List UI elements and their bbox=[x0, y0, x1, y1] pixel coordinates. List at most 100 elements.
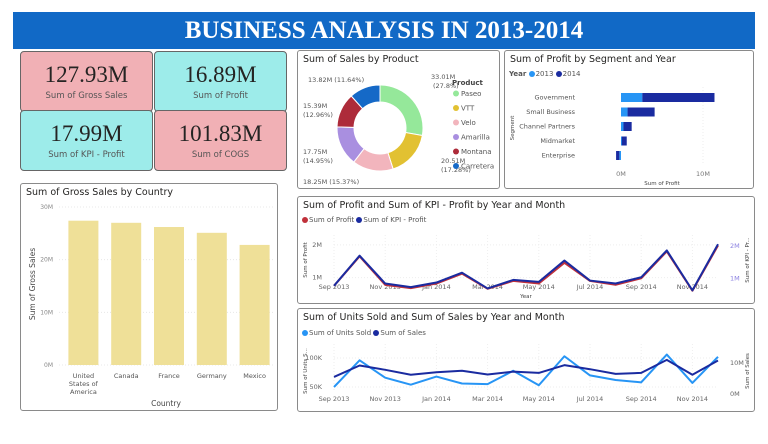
kpi-label: Sum of COGS bbox=[191, 150, 250, 160]
x-axis-title: Sum of Profit bbox=[644, 181, 680, 187]
y2-tick-label: 1M bbox=[730, 275, 740, 283]
series-line-sum-of-kpi-profit bbox=[333, 243, 719, 292]
donut-data-label: 18.25M (15.37%) bbox=[303, 178, 359, 186]
legend-item-vtt: VTT bbox=[461, 105, 475, 113]
donut-data-label: 17.75M bbox=[303, 148, 327, 156]
kpi-card-kpi-profit[interactable]: 17.99M Sum of KPI - Profit bbox=[20, 110, 153, 171]
legend-dot-icon bbox=[453, 163, 459, 169]
x-tick-label: Mexico bbox=[243, 372, 266, 380]
kpi-card-gross-sales[interactable]: 127.93M Sum of Gross Sales bbox=[20, 51, 153, 112]
legend-label: Sum of Units Sold bbox=[309, 329, 372, 337]
y-axis-title: Segment bbox=[510, 115, 516, 141]
legend-title: Year bbox=[509, 70, 527, 78]
y-axis-title: Sum of Gross Sales bbox=[28, 248, 37, 320]
x-tick-label: States of bbox=[69, 380, 99, 388]
x-tick-label: United bbox=[73, 372, 94, 380]
profit-line-legend: Sum of Profit Sum of KPI - Profit bbox=[302, 216, 426, 224]
legend-dot-icon bbox=[453, 148, 459, 155]
kpi-value: 16.89M bbox=[184, 62, 257, 87]
kpi-label: Sum of Profit bbox=[193, 91, 248, 101]
y2-tick-label: 2M bbox=[730, 242, 740, 250]
y-tick-label: 50K bbox=[309, 383, 322, 391]
units-sales-line-panel[interactable]: Sum of Units Sold and Sum of Sales by Ye… bbox=[297, 308, 755, 412]
y-tick-label: 10M bbox=[40, 309, 53, 316]
legend-label: 2014 bbox=[562, 70, 581, 78]
legend-dot-icon bbox=[373, 330, 380, 336]
y2-axis-title: Sum of Sales bbox=[745, 353, 751, 389]
donut-data-label: 33.01M bbox=[431, 73, 455, 81]
x-tick-label: Jan 2014 bbox=[421, 283, 451, 291]
bar-enterprise-2013 bbox=[619, 151, 621, 160]
legend-dot-icon bbox=[453, 90, 459, 97]
legend-label: Sum of Profit bbox=[309, 216, 355, 224]
x-tick-label: Sep 2014 bbox=[626, 395, 657, 403]
bar-channel-partners-2014 bbox=[623, 122, 632, 131]
year-legend: Year 2013 2014 bbox=[509, 70, 580, 78]
y-tick-label: 20M bbox=[40, 257, 53, 264]
kpi-card-cogs[interactable]: 101.83M Sum of COGS bbox=[154, 110, 287, 171]
series-line-sum-of-sales bbox=[333, 358, 719, 378]
bar-france bbox=[154, 227, 184, 365]
donut-data-label: (12.96%) bbox=[303, 111, 333, 119]
bar-government-2013 bbox=[621, 93, 643, 102]
legend-dot-icon bbox=[302, 217, 308, 223]
x-tick-label: 10M bbox=[696, 170, 710, 178]
x-tick-label: Mar 2014 bbox=[472, 283, 503, 291]
panel-title: Sum of Gross Sales by Country bbox=[26, 187, 174, 198]
bar-mexico bbox=[239, 244, 270, 365]
legend-item-carretera: Carretera bbox=[461, 163, 494, 171]
panel-title: Sum of Profit and Sum of KPI - Profit by… bbox=[303, 200, 566, 211]
x-tick-label: Nov 2013 bbox=[370, 395, 401, 403]
donut-slice-paseo bbox=[379, 84, 424, 137]
x-tick-label: Canada bbox=[114, 372, 139, 380]
bar-small-business-2013 bbox=[621, 107, 628, 117]
x-tick-label: May 2014 bbox=[523, 283, 555, 291]
donut-data-label: 15.39M bbox=[303, 102, 327, 110]
x-tick-label: Nov 2013 bbox=[370, 283, 401, 291]
x-tick-label: America bbox=[70, 388, 97, 396]
kpi-label: Sum of Gross Sales bbox=[45, 91, 128, 101]
donut-slice-carretera bbox=[350, 84, 381, 110]
y2-tick-label: 10M bbox=[730, 359, 744, 367]
legend-item-kpi-profit[interactable]: Sum of KPI - Profit bbox=[356, 216, 426, 224]
x-tick-label: Jul 2014 bbox=[576, 395, 603, 403]
legend-dot-icon bbox=[356, 217, 363, 223]
y2-tick-label: 0M bbox=[730, 390, 740, 398]
x-tick-label: May 2014 bbox=[523, 395, 555, 403]
x-tick-label: 0M bbox=[616, 170, 626, 178]
legend-item-units[interactable]: Sum of Units Sold bbox=[302, 329, 371, 337]
sales-by-product-panel[interactable]: Sum of Sales by Product 33.01M (27.8%) 20.… bbox=[297, 50, 500, 189]
panel-title: Sum of Units Sold and Sum of Sales by Ye… bbox=[303, 312, 565, 323]
legend-dot-icon bbox=[302, 330, 308, 336]
x-tick-label: Jul 2014 bbox=[576, 283, 603, 291]
x-tick-label: Sep 2013 bbox=[319, 283, 350, 291]
x-tick-label: Jan 2014 bbox=[421, 395, 451, 403]
x-tick-label: Nov 2014 bbox=[677, 395, 708, 403]
panel-title: Sum of Sales by Product bbox=[303, 54, 419, 65]
segment-bar-chart: Government Small Business Channel Partners… bbox=[510, 87, 715, 187]
legend-item-amarilla: Amarilla bbox=[461, 134, 490, 142]
legend-label: Sum of KPI - Profit bbox=[363, 216, 427, 224]
bar-united-states-of-america bbox=[68, 220, 99, 365]
gross-sales-by-country-panel[interactable]: Sum of Gross Sales by Country 0M 10M 20M 30… bbox=[20, 183, 278, 411]
profit-by-segment-panel[interactable]: Sum of Profit by Segment and Year Year 2… bbox=[504, 50, 754, 189]
units-sales-line-chart: Sep 2013 Nov 2013 Jan 2014 Mar 2014 May 2014… bbox=[303, 344, 751, 403]
dashboard-title-banner: BUSINESS ANALYSIS IN 2013-2014 bbox=[13, 12, 755, 49]
y-tick-label: Government bbox=[534, 94, 575, 102]
y-tick-label: 100K bbox=[305, 354, 322, 362]
legend-item-2014[interactable]: 2014 bbox=[555, 70, 581, 78]
legend-item-sales[interactable]: Sum of Sales bbox=[373, 329, 426, 337]
y-tick-label: 0M bbox=[44, 362, 53, 369]
legend-dot-icon bbox=[453, 134, 459, 140]
y-axis-title: Sum of Profit bbox=[303, 241, 309, 277]
y-tick-label: Midmarket bbox=[540, 137, 575, 145]
legend-item-profit[interactable]: Sum of Profit bbox=[302, 216, 354, 224]
donut-data-label: (27.8%) bbox=[433, 82, 459, 90]
series-line-sum-of-units-sold bbox=[333, 353, 719, 388]
kpi-card-profit[interactable]: 16.89M Sum of Profit bbox=[154, 51, 287, 112]
legend-item-2013[interactable]: 2013 bbox=[528, 70, 553, 78]
profit-line-panel[interactable]: Sum of Profit and Sum of KPI - Profit by… bbox=[297, 196, 755, 304]
legend-dot-icon bbox=[453, 119, 459, 126]
donut-data-label: 13.82M (11.64%) bbox=[308, 76, 364, 84]
